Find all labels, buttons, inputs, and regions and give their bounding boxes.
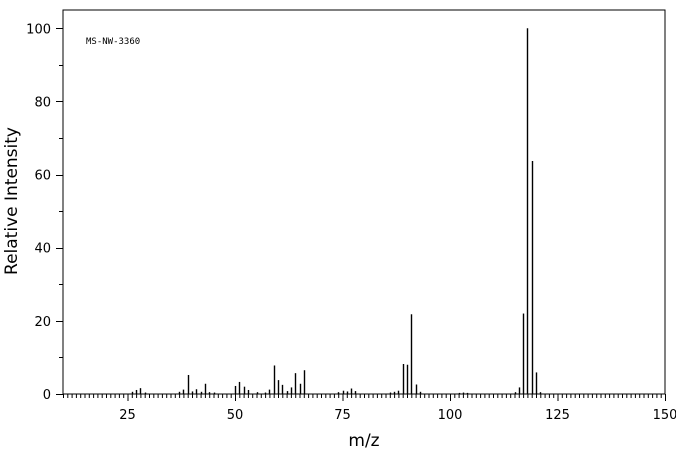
y-tick-label: 0 (43, 388, 51, 403)
x-axis-title: m/z (348, 431, 379, 451)
x-tick-label: 150 (653, 408, 676, 423)
x-minor-ticks (63, 394, 666, 401)
x-tick-label: 100 (438, 408, 463, 423)
y-tick-label: 80 (34, 95, 51, 110)
x-tick-labels: 25 50 75 100 125 150 (119, 408, 676, 423)
y-tick-label: 20 (34, 315, 51, 330)
y-tick-label: 60 (34, 169, 51, 184)
y-axis-title: Relative Intensity (2, 127, 22, 275)
x-tick-label: 50 (227, 408, 244, 423)
x-tick-label: 75 (334, 408, 351, 423)
spectrum-id-annotation: MS-NW-3360 (86, 37, 140, 47)
x-tick-label: 25 (119, 408, 136, 423)
spectrum-peaks (131, 28, 542, 394)
x-tick-label: 125 (545, 408, 570, 423)
y-tick-label: 40 (34, 242, 51, 257)
y-minor-ticks (56, 28, 63, 395)
y-tick-label: 100 (26, 22, 51, 37)
plot-frame (62, 9, 666, 395)
y-tick-labels: 0 20 40 60 80 100 (26, 22, 51, 403)
